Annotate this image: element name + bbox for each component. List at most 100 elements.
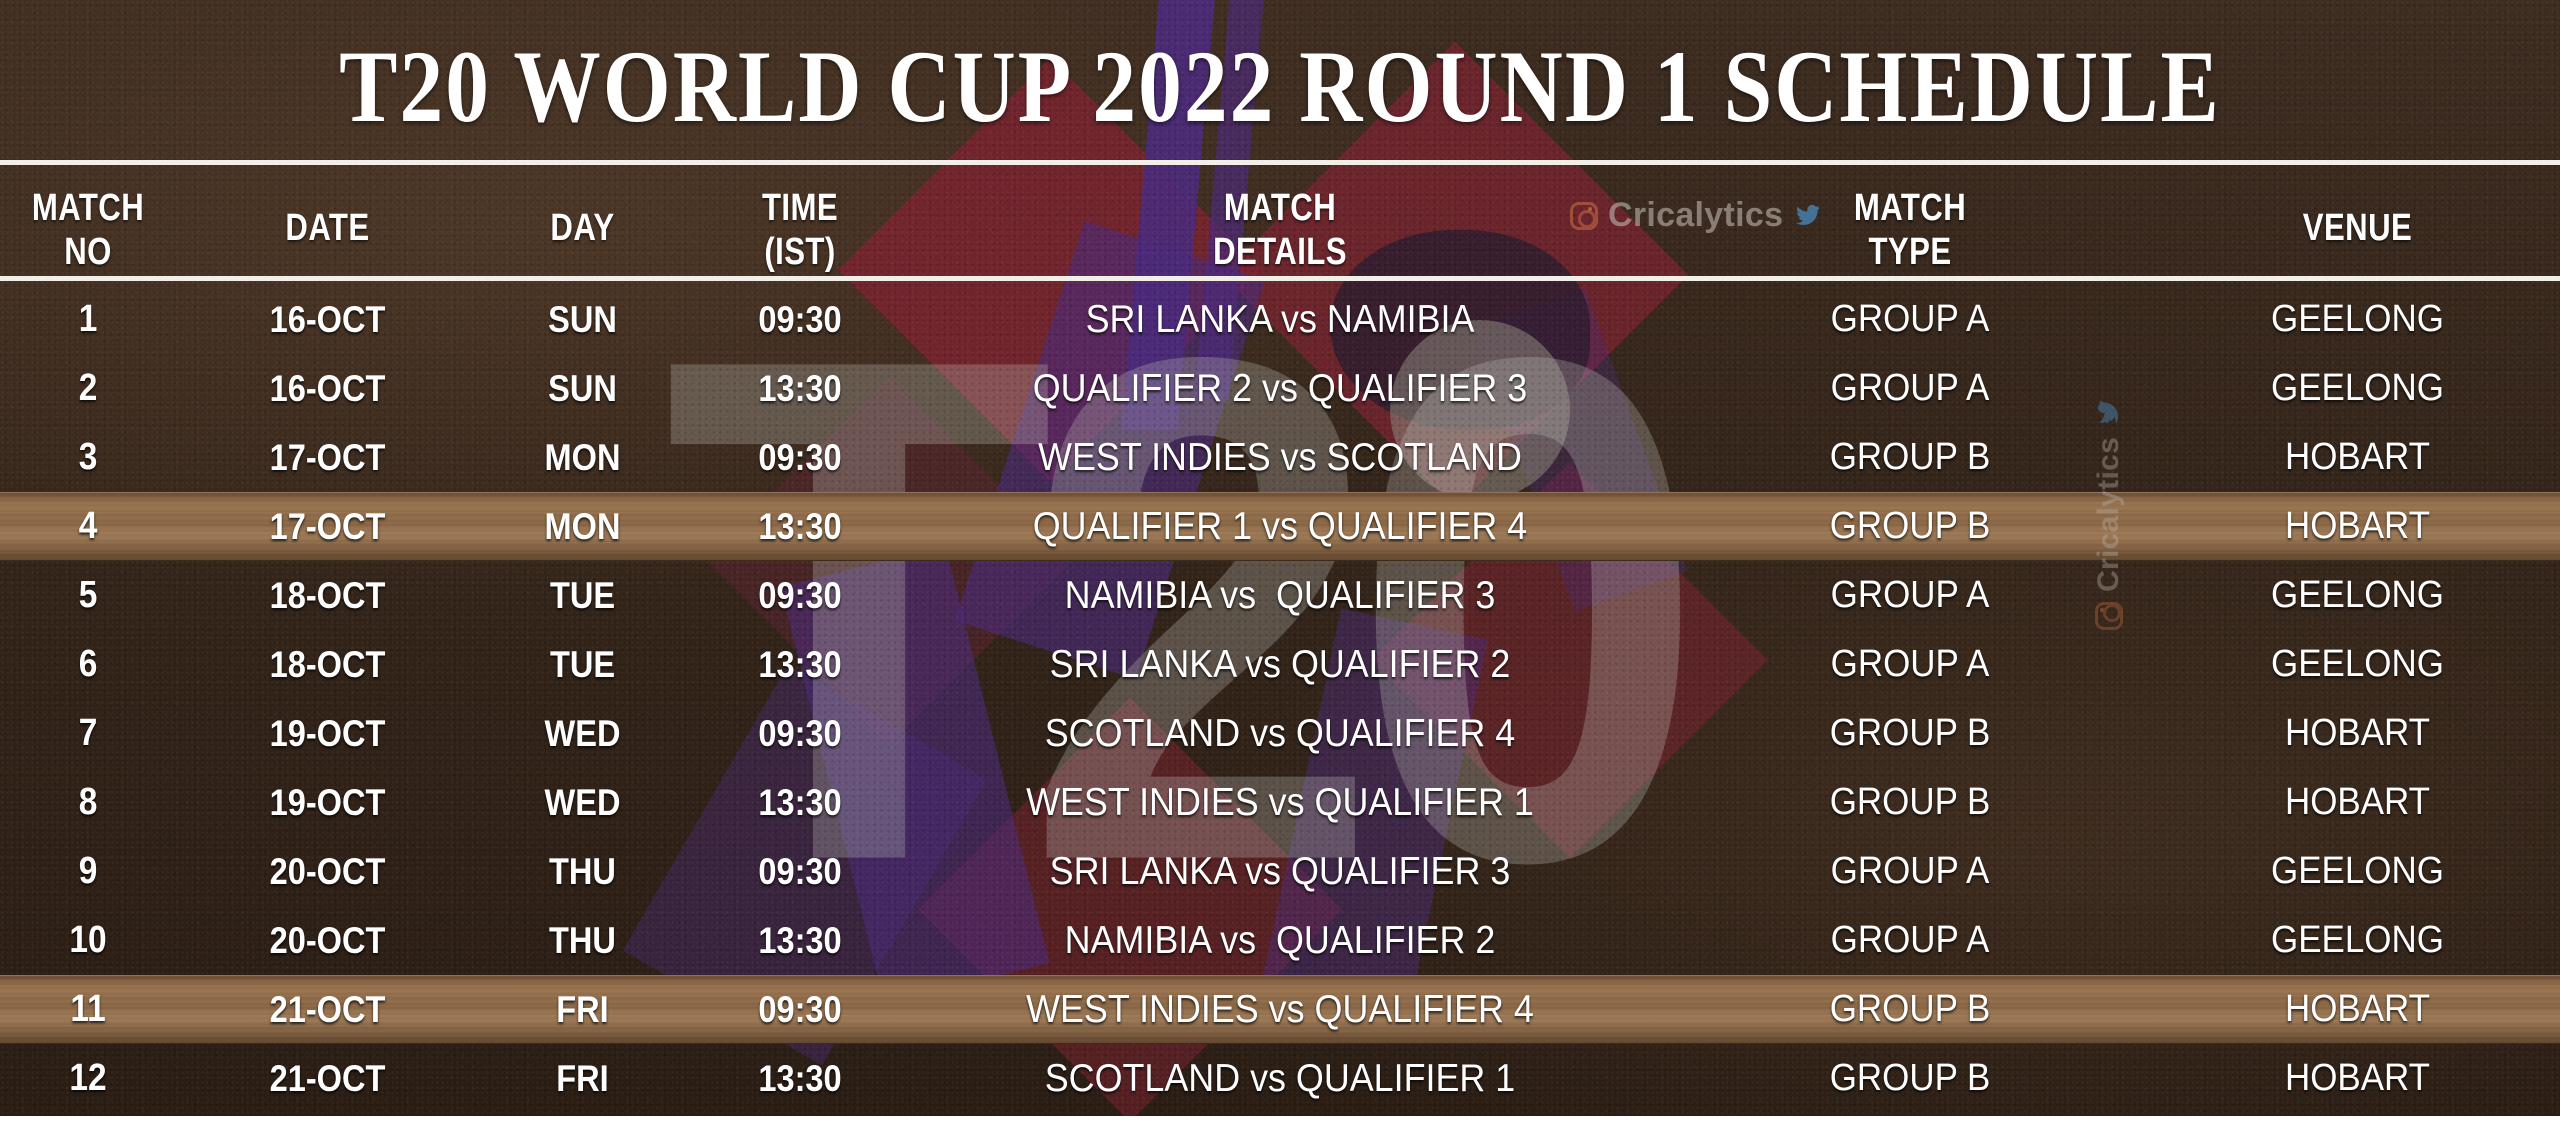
table-row: 9 20-OCT THU 09:30 SRI LANKA vs QUALIFIER 3 G… [0, 837, 2560, 906]
cell-match-details: SCOTLAND vs QUALIFIER 1 [1044, 1057, 1516, 1100]
cell-match-type: GROUP B [1829, 712, 1991, 754]
cell-venue: HOBART [2284, 1057, 2431, 1099]
twitter-icon [1796, 204, 1821, 225]
cell-venue: GEELONG [2271, 643, 2444, 685]
cell-match-type: GROUP A [1830, 643, 1990, 685]
header-line-2: (IST) [764, 231, 836, 273]
cell-venue: GEELONG [2271, 919, 2444, 961]
cell-match-details: WEST INDIES vs QUALIFIER 1 [1026, 781, 1534, 824]
cell-date: 17-OCT [269, 437, 386, 478]
cell-venue: GEELONG [2271, 850, 2444, 892]
twitter-icon [2097, 400, 2118, 424]
watermark-label: Cricalytics [2092, 436, 2125, 592]
cell-match-details: NAMIBIA vs QUALIFIER 3 [1064, 574, 1496, 617]
cell-venue: GEELONG [2271, 298, 2444, 340]
cell-match-no: 6 [78, 643, 98, 685]
cell-match-no: 10 [69, 919, 107, 961]
table-row: 8 19-OCT WED 13:30 WEST INDIES vs QUALIFIER … [0, 768, 2560, 837]
cell-time: 13:30 [758, 920, 842, 961]
cell-time: 13:30 [758, 782, 842, 823]
header-line-1: MATCH [31, 187, 145, 229]
cell-match-type: GROUP A [1830, 574, 1990, 616]
cell-date: 19-OCT [269, 782, 386, 823]
column-header-venue: VENUE [2196, 206, 2520, 250]
header-line-2: TYPE [1868, 231, 1952, 273]
page-title: T20 WORLD CUP 2022 ROUND 1 SCHEDULE [339, 30, 2221, 144]
cell-time: 13:30 [758, 506, 842, 547]
header-line-1: MATCH [1223, 187, 1337, 229]
cell-match-no: 2 [78, 367, 98, 409]
table-row: 12 21-OCT FRI 13:30 SCOTLAND vs QUALIFIER 1 G… [0, 1044, 2560, 1113]
cell-venue: GEELONG [2271, 574, 2444, 616]
instagram-icon [1570, 201, 1598, 230]
cell-date: 20-OCT [269, 920, 386, 961]
cell-match-no: 3 [78, 436, 98, 478]
cell-date: 16-OCT [269, 368, 386, 409]
header-line-1: MATCH [1853, 187, 1967, 229]
table-row: 6 18-OCT TUE 13:30 SRI LANKA vs QUALIFIER 2 G… [0, 630, 2560, 699]
table-row: 10 20-OCT THU 13:30 NAMIBIA vs QUALIFIER 2 GR… [0, 906, 2560, 975]
table-row: 1 16-OCT SUN 09:30 SRI LANKA vs NAMIBIA GROUP… [0, 285, 2560, 354]
cell-match-details: SRI LANKA vs QUALIFIER 3 [1049, 850, 1511, 893]
cell-match-no: 9 [78, 850, 98, 892]
table-row: 4 17-OCT MON 13:30 QUALIFIER 1 vs QUALIFIER … [0, 492, 2560, 561]
cell-date: 21-OCT [269, 1058, 386, 1099]
cell-match-details: QUALIFIER 1 vs QUALIFIER 4 [1032, 505, 1528, 548]
cell-time: 13:30 [758, 368, 842, 409]
cell-match-no: 5 [78, 574, 98, 616]
cell-match-type: GROUP B [1829, 988, 1991, 1030]
title-divider [0, 160, 2560, 165]
cell-time: 13:30 [758, 644, 842, 685]
cell-match-no: 8 [78, 781, 98, 823]
table-row: 11 21-OCT FRI 09:30 WEST INDIES vs QUALIFIER… [0, 975, 2560, 1044]
cell-match-details: SRI LANKA vs NAMIBIA [1085, 298, 1475, 341]
cell-day: THU [549, 920, 616, 961]
table-row: 2 16-OCT SUN 13:30 QUALIFIER 2 vs QUALIFIER … [0, 354, 2560, 423]
cell-time: 13:30 [758, 1058, 842, 1099]
cell-match-no: 1 [78, 298, 98, 340]
cell-match-type: GROUP A [1830, 919, 1990, 961]
cell-venue: HOBART [2284, 781, 2431, 823]
column-header-match-type: MATCH TYPE [1738, 186, 2082, 274]
cell-match-no: 4 [78, 505, 98, 547]
cell-day: TUE [549, 644, 616, 685]
cell-venue: HOBART [2284, 988, 2431, 1030]
cell-match-details: SCOTLAND vs QUALIFIER 4 [1044, 712, 1516, 755]
cell-match-type: GROUP A [1830, 298, 1990, 340]
cell-date: 18-OCT [269, 644, 386, 685]
column-header-day: DAY [490, 206, 675, 250]
column-header-time: TIME (IST) [710, 186, 890, 274]
cell-match-details: QUALIFIER 2 vs QUALIFIER 3 [1032, 367, 1528, 410]
cell-date: 19-OCT [269, 713, 386, 754]
header-line-1: VENUE [2302, 207, 2413, 249]
cell-day: FRI [556, 1058, 609, 1099]
table-header-row: MATCH NO DATE DAY TIME (IST) MATCH DETAI… [0, 172, 2560, 274]
header-line-1: DAY [550, 207, 615, 249]
cell-match-type: GROUP B [1829, 1057, 1991, 1099]
cell-date: 21-OCT [269, 989, 386, 1030]
cell-day: TUE [549, 575, 616, 616]
cell-match-no: 12 [69, 1057, 107, 1099]
cell-date: 17-OCT [269, 506, 386, 547]
column-header-match-details: MATCH DETAILS [1001, 186, 1559, 274]
table-row: 7 19-OCT WED 09:30 SCOTLAND vs QUALIFIER 4 GR… [0, 699, 2560, 768]
cell-match-no: 11 [70, 988, 106, 1030]
column-header-match-no: MATCH NO [16, 186, 160, 274]
table-row: 3 17-OCT MON 09:30 WEST INDIES vs SCOTLAND GR… [0, 423, 2560, 492]
cell-date: 20-OCT [269, 851, 386, 892]
cell-time: 09:30 [758, 989, 842, 1030]
cell-day: MON [544, 437, 621, 478]
cell-time: 09:30 [758, 437, 842, 478]
header-line-1: DATE [285, 207, 370, 249]
cell-day: SUN [548, 299, 617, 340]
cell-day: WED [544, 782, 621, 823]
instagram-icon [2095, 602, 2123, 630]
header-line-1: TIME [761, 187, 839, 229]
cell-day: WED [544, 713, 621, 754]
cell-venue: HOBART [2284, 712, 2431, 754]
cell-day: MON [544, 506, 621, 547]
t20-background-logo: T20 [663, 209, 1707, 1010]
cell-match-details: NAMIBIA vs QUALIFIER 2 [1064, 919, 1496, 962]
